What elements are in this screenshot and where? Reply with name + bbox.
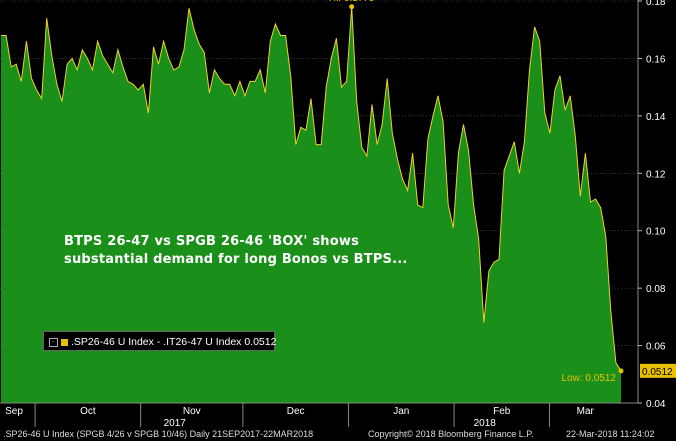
- x-year-label: 2018: [474, 418, 497, 428]
- y-tick-label: 0.14: [646, 112, 666, 123]
- last-value-label: 0.0512: [642, 367, 673, 378]
- y-tick-label: 0.18: [646, 0, 666, 8]
- y-tick-label: 0.12: [646, 169, 666, 180]
- low-label: Low: 0.0512: [562, 373, 617, 384]
- legend-label: .SP26-46 U Index - .IT26-47 U Index 0.05…: [71, 336, 277, 348]
- x-tick-label: Oct: [80, 406, 96, 417]
- footer: .SP26-46 U Index (SPGB 4/26 v SPGB 10/46…: [0, 428, 676, 441]
- y-tick-label: 0.06: [646, 342, 666, 353]
- annotations: Hi: 0.1775 Low: 0.0512 0.0512: [329, 0, 676, 384]
- legend[interactable]: - .SP26-46 U Index - .IT26-47 U Index 0.0…: [43, 331, 277, 351]
- hi-label: Hi: 0.1775: [329, 0, 375, 4]
- hi-marker: [349, 4, 355, 10]
- chart-annotation: BTPS 26-47 vs SPGB 26-46 'BOX' shows sub…: [64, 233, 408, 269]
- last-value-tag: [640, 363, 676, 378]
- annotation-line-2: substantial demand for long Bonos vs BTP…: [64, 252, 408, 267]
- x-tick-label: Feb: [493, 406, 511, 417]
- legend-swatch: [61, 338, 68, 346]
- y-axis: 0.04 0.06 0.08 0.10 0.12 0.14 0.16 0.18: [638, 0, 666, 410]
- x-tick-label: Sep: [5, 406, 23, 417]
- x-tick-label: Jan: [393, 406, 409, 417]
- chart-area: 0.04 0.06 0.08 0.10 0.12 0.14 0.16 0.18 Sep Oct N…: [0, 0, 676, 428]
- low-marker: [618, 368, 624, 374]
- x-year-label: 2017: [164, 418, 187, 428]
- annotation-line-1: BTPS 26-47 vs SPGB 26-46 'BOX' shows: [64, 234, 360, 249]
- y-tick-label: 0.16: [646, 54, 666, 65]
- collapse-icon[interactable]: -: [49, 337, 58, 347]
- x-tick-label: Mar: [577, 406, 595, 417]
- x-axis: Sep Oct Nov Dec Jan Feb Mar 2017 2018: [5, 403, 595, 428]
- y-tick-label: 0.08: [646, 284, 666, 295]
- x-tick-label: Nov: [183, 406, 201, 417]
- footer-security: .SP26-46 U Index (SPGB 4/26 v SPGB 10/46…: [3, 429, 314, 439]
- footer-copyright: Copyright© 2018 Bloomberg Finance L.P.: [368, 429, 534, 439]
- footer-timestamp: 22-Mar-2018 11:24:02: [566, 429, 655, 439]
- x-tick-label: Dec: [287, 406, 305, 417]
- series-line: [1, 6, 622, 372]
- series-area: [1, 6, 621, 403]
- y-tick-label: 0.10: [646, 227, 666, 238]
- y-tick-label: 0.04: [646, 399, 666, 410]
